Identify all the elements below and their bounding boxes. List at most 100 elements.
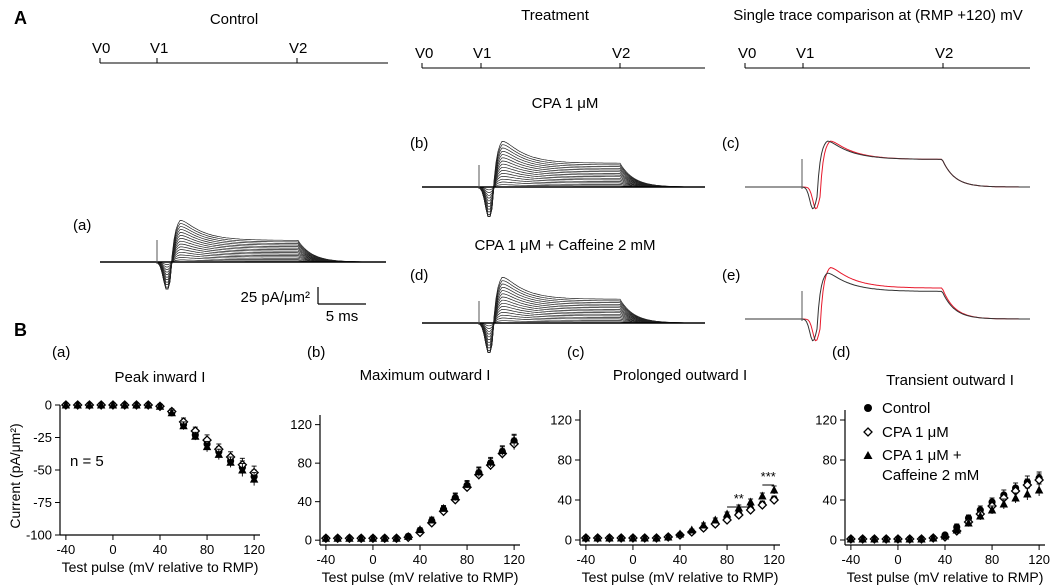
- data-point: [917, 534, 926, 543]
- data-point: [85, 400, 94, 409]
- data-point: [486, 457, 495, 466]
- data-point: [687, 525, 696, 534]
- control-title: Control: [210, 11, 258, 28]
- scale-bar-x-label: 5 ms: [326, 308, 359, 325]
- v2-label: V2: [612, 45, 630, 62]
- data-point: [905, 534, 914, 543]
- data-point: [238, 465, 247, 474]
- data-point: [664, 532, 673, 541]
- data-point: [976, 511, 985, 520]
- data-point: [1011, 493, 1020, 502]
- data-point: [628, 533, 638, 542]
- legend-label-cpa-caffeine-2: Caffeine 2 mM: [882, 467, 979, 484]
- x-tick-label: 0: [369, 552, 376, 567]
- data-point: [999, 499, 1009, 508]
- data-point: [893, 534, 903, 543]
- trace-family-control: [100, 220, 386, 290]
- trace-comparison-cpa: [745, 140, 1030, 210]
- sublabel-b: (b): [410, 135, 428, 152]
- chart-title: Transient outward I: [886, 372, 1014, 389]
- v0-label: V0: [92, 40, 110, 57]
- data-point: [964, 518, 973, 527]
- sublabel-d: (d): [410, 267, 428, 284]
- trace-family-cpa: [422, 141, 705, 217]
- data-point: [640, 533, 649, 542]
- x-tick-label: 40: [938, 552, 952, 567]
- data-point: [439, 503, 448, 512]
- data-point: [987, 505, 997, 514]
- y-tick-label: 120: [550, 413, 572, 428]
- data-point: [733, 510, 744, 520]
- data-point: [699, 520, 708, 529]
- current-trace: [100, 220, 386, 290]
- data-point: [940, 531, 950, 540]
- current-trace: [422, 144, 704, 217]
- cpa-caffeine-condition-label: CPA 1 μM + Caffeine 2 mM: [474, 237, 655, 254]
- y-tick-label: 40: [558, 493, 572, 508]
- x-axis-label: Test pulse (mV relative to RMP): [847, 569, 1044, 585]
- x-tick-label: 120: [1028, 552, 1050, 567]
- y-tick-label: 120: [290, 417, 312, 432]
- scale-bar-y-label: 25 pA/μm²: [241, 289, 311, 306]
- y-tick-label: 0: [565, 533, 572, 548]
- chart-maximum-outward: (b) Maximum outward I 0 40 80 120 -40 0 40 80 120 T…: [290, 344, 525, 585]
- chart-sublabel: (a): [52, 344, 70, 361]
- data-point: [144, 400, 153, 409]
- x-tick-label: 80: [200, 542, 214, 557]
- chart-sublabel: (b): [307, 344, 325, 361]
- data-point: [451, 492, 460, 501]
- protocol-treatment: V0 V1 V2: [415, 45, 705, 69]
- v2-label: V2: [289, 40, 307, 57]
- data-point: [858, 534, 867, 543]
- y-axis-label: Current (pA/μm²): [7, 423, 23, 528]
- data-point: [462, 479, 472, 488]
- x-tick-label: 40: [153, 542, 167, 557]
- control-trace: [745, 272, 1030, 342]
- data-point: [581, 533, 591, 542]
- data-point: [226, 457, 235, 466]
- data-point: [769, 485, 779, 494]
- treatment-trace: [745, 267, 1030, 342]
- x-tick-label: 0: [109, 542, 116, 557]
- x-tick-label: 120: [503, 552, 525, 567]
- data-point: [415, 525, 425, 534]
- chart-sublabel: (c): [567, 344, 585, 361]
- v1-label: V1: [150, 40, 168, 57]
- data-point: [404, 531, 413, 540]
- v2-label: V2: [935, 45, 953, 62]
- y-tick-label: -75: [33, 495, 52, 510]
- data-point: [96, 400, 106, 409]
- data-point: [675, 529, 685, 538]
- legend-label-control: Control: [882, 400, 930, 417]
- chart-prolonged-outward: (c) Prolonged outward I 0 40 80 120 -40 0 40 80 12…: [550, 344, 785, 585]
- y-tick-label: 120: [815, 413, 837, 428]
- y-tick-label: 80: [558, 453, 572, 468]
- data-point: [73, 400, 82, 409]
- x-tick-label: -40: [316, 552, 335, 567]
- sublabel-e: (e): [722, 267, 740, 284]
- cpa-condition-label: CPA 1 μM: [532, 95, 599, 112]
- x-axis-label: Test pulse (mV relative to RMP): [322, 569, 519, 585]
- x-tick-label: -40: [841, 552, 860, 567]
- y-tick-label: -25: [33, 430, 52, 445]
- panel-a-label: A: [14, 8, 27, 28]
- data-point: [593, 533, 602, 542]
- data-point: [191, 431, 200, 440]
- data-point: [368, 533, 378, 542]
- data-point: [380, 533, 389, 542]
- data-point: [202, 442, 212, 451]
- data-point: [108, 400, 118, 409]
- legend-marker-control: [864, 404, 872, 412]
- data-point: [881, 534, 891, 543]
- x-axis-label: Test pulse (mV relative to RMP): [62, 559, 259, 575]
- x-tick-label: 40: [673, 552, 687, 567]
- x-tick-label: 80: [720, 552, 734, 567]
- y-tick-label: -50: [33, 463, 52, 478]
- data-point: [427, 515, 436, 524]
- data-point: [345, 533, 354, 542]
- data-point: [120, 400, 129, 409]
- x-tick-label: -40: [576, 552, 595, 567]
- panel-a: A Control Treatment Single trace compari…: [14, 7, 1030, 353]
- data-point: [155, 401, 165, 410]
- scale-bar: 25 pA/μm² 5 ms: [241, 287, 366, 325]
